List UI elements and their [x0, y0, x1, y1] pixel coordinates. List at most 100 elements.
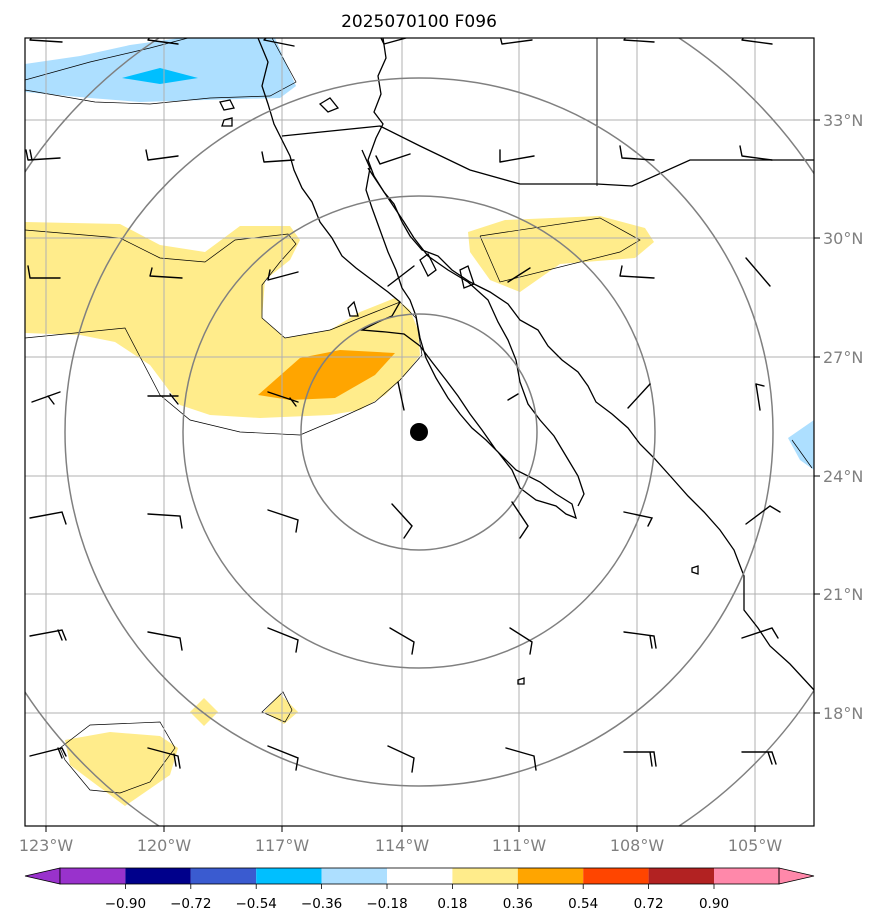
lon-tick-label: 105°W: [728, 836, 783, 855]
lat-tick-label: 30°N: [823, 229, 863, 248]
lat-tick-label: 18°N: [823, 704, 863, 723]
contour-line: [25, 229, 423, 436]
latitude-labels: 18°N 21°N 24°N 27°N 30°N 33°N: [823, 111, 863, 723]
wind-barb: [147, 631, 183, 651]
wind-barb: [263, 38, 295, 47]
wind-barb: [147, 513, 183, 529]
contour-line: [791, 439, 813, 469]
wind-barb: [149, 267, 183, 279]
contour-layer: [25, 38, 813, 794]
range-rings: [25, 38, 814, 826]
lat-tick-label: 27°N: [823, 348, 863, 367]
wind-barb: [499, 149, 535, 163]
colorbar-extend-low: [24, 867, 61, 885]
colorbar-label: 0.72: [634, 896, 664, 912]
colorbar-segment: [190, 868, 257, 884]
wind-barb: [29, 747, 67, 759]
wind-barb: [375, 153, 411, 165]
wind-barb: [511, 501, 529, 539]
wind-barb: [745, 257, 771, 287]
colorbar-segment: [648, 868, 714, 884]
lon-tick-label: 120°W: [137, 836, 192, 855]
peninsula-gulf-coast: [367, 167, 585, 507]
wind-barb: [507, 267, 531, 283]
island: [221, 117, 233, 127]
coastline-layer: [219, 38, 814, 691]
wind-barb: [267, 627, 299, 653]
range-ring: [300, 313, 538, 551]
longitude-labels: 123°W 120°W 117°W 114°W 111°W 108°W 105°…: [19, 836, 783, 855]
wind-barb: [623, 751, 657, 767]
wind-barb: [623, 631, 657, 649]
wind-barb: [623, 511, 654, 527]
wind-barb: [147, 393, 179, 405]
lat-tick-label: 33°N: [823, 111, 863, 130]
wind-barb: [741, 38, 773, 45]
island: [459, 265, 475, 289]
colorbar-segment: [714, 868, 779, 884]
wind-barb: [147, 38, 179, 45]
wind-barb: [25, 149, 61, 161]
lon-tick-label: 117°W: [255, 836, 310, 855]
colorbar-segment: [583, 868, 649, 884]
island: [318, 97, 340, 113]
wind-barb: [29, 511, 67, 525]
island: [419, 253, 437, 277]
island: [517, 677, 525, 685]
island: [219, 99, 235, 111]
contour-line: [479, 217, 641, 283]
lon-tick-label: 108°W: [610, 836, 665, 855]
wind-barb: [619, 145, 655, 161]
wind-barb: [509, 627, 533, 655]
island: [691, 565, 699, 575]
wind-barb: [627, 383, 651, 409]
contour-line: [59, 721, 176, 794]
wind-barb: [389, 627, 415, 655]
wind-barb: [29, 629, 67, 641]
wind-barb: [27, 265, 61, 279]
island: [347, 300, 359, 317]
wind-barb: [380, 38, 407, 45]
colorbar-label: 0.54: [568, 896, 598, 912]
wind-barb: [755, 383, 765, 411]
wind-barb: [387, 745, 415, 773]
colorbar-label: −0.90: [105, 896, 146, 912]
lon-tick-label: 111°W: [492, 836, 547, 855]
colorbar-label: 0.90: [699, 896, 729, 912]
map-frame: [24, 37, 815, 827]
colorbar-segment: [60, 868, 126, 884]
wind-barb: [31, 391, 61, 405]
colorbar-label: −0.36: [301, 896, 342, 912]
colorbar-label: −0.72: [170, 896, 211, 912]
map-area: [25, 38, 814, 826]
contour-line: [261, 691, 293, 723]
wind-barb: [505, 747, 537, 771]
colorbar-label: 0.18: [437, 896, 467, 912]
colorbar-segment: [387, 868, 453, 884]
contour-line: [25, 38, 297, 105]
lon-tick-label: 123°W: [19, 836, 74, 855]
lon-tick-label: 114°W: [375, 836, 430, 855]
colorbar-label: 0.36: [503, 896, 533, 912]
lat-tick-label: 24°N: [823, 467, 863, 486]
colorbar-segment: [517, 868, 584, 884]
positive-region-north: [468, 216, 654, 292]
map-title: 2025070100 F096: [341, 12, 497, 32]
wind-barbs: [25, 38, 781, 773]
positive-region-southwest: [65, 732, 178, 806]
wind-barb: [619, 265, 655, 279]
colorbar-frame: [59, 867, 780, 885]
wind-barb: [267, 745, 299, 771]
wind-barb: [623, 38, 655, 43]
wind-barb: [741, 627, 779, 639]
country-border: [281, 125, 814, 187]
gridlines: [25, 38, 814, 826]
negative-region-core: [122, 68, 198, 84]
wind-barb: [267, 391, 299, 407]
negative-region-east: [788, 420, 814, 470]
colorbar: −0.90 −0.72 −0.54 −0.36 −0.18 0.18 0.36 …: [24, 867, 815, 912]
axis-ticks: [45, 119, 820, 832]
mainland-coast: [367, 38, 814, 691]
wind-barb: [267, 509, 299, 533]
wind-barb: [267, 269, 299, 281]
